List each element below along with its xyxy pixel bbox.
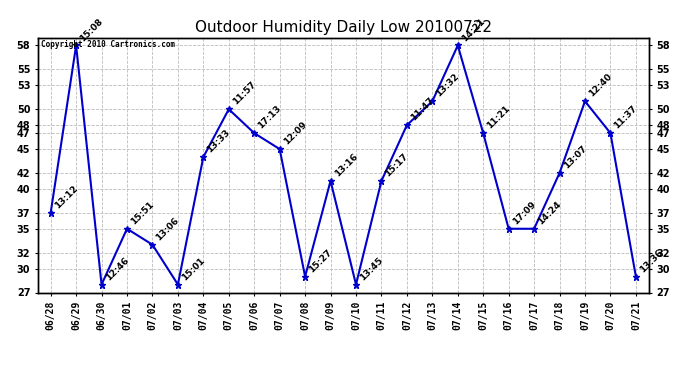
Text: 15:17: 15:17 <box>384 152 410 178</box>
Text: 15:27: 15:27 <box>307 248 334 274</box>
Text: 12:40: 12:40 <box>587 72 613 99</box>
Text: 11:21: 11:21 <box>485 104 512 131</box>
Text: 15:01: 15:01 <box>180 256 206 282</box>
Text: 13:36: 13:36 <box>638 248 664 274</box>
Text: 13:12: 13:12 <box>52 184 79 210</box>
Text: 13:16: 13:16 <box>333 152 359 178</box>
Text: 13:45: 13:45 <box>358 255 385 282</box>
Text: 14:24: 14:24 <box>536 200 563 226</box>
Title: Outdoor Humidity Daily Low 20100722: Outdoor Humidity Daily Low 20100722 <box>195 20 492 35</box>
Text: 13:33: 13:33 <box>206 128 232 154</box>
Text: 15:08: 15:08 <box>78 16 105 43</box>
Text: 15:51: 15:51 <box>129 200 156 226</box>
Text: 12:09: 12:09 <box>282 120 308 147</box>
Text: Copyright 2010 Cartronics.com: Copyright 2010 Cartronics.com <box>41 40 175 49</box>
Text: 11:57: 11:57 <box>231 80 257 107</box>
Text: 17:09: 17:09 <box>511 200 538 226</box>
Text: 13:32: 13:32 <box>435 72 461 99</box>
Text: 13:07: 13:07 <box>562 144 588 171</box>
Text: 11:37: 11:37 <box>613 104 639 131</box>
Text: 13:06: 13:06 <box>155 216 181 242</box>
Text: 14:21: 14:21 <box>460 16 486 43</box>
Text: 12:46: 12:46 <box>104 255 130 282</box>
Text: 11:47: 11:47 <box>409 96 435 123</box>
Text: 17:13: 17:13 <box>256 104 283 131</box>
